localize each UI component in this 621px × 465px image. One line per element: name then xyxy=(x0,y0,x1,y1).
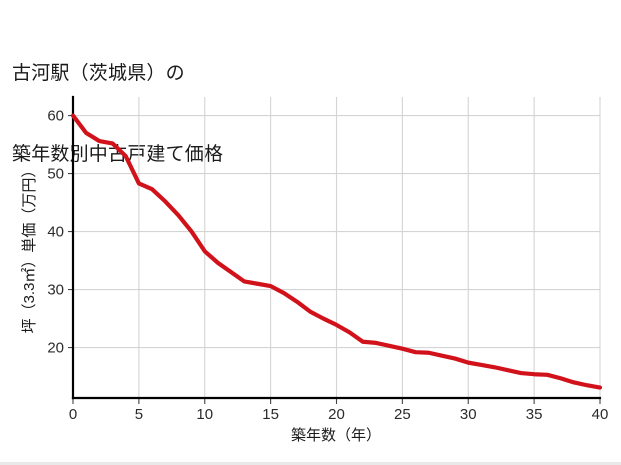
bottom-divider xyxy=(0,462,621,465)
x-tick-label: 0 xyxy=(69,406,77,423)
price-series-line xyxy=(70,113,603,390)
x-axis-title: 築年数（年） xyxy=(291,426,381,444)
y-tick-label: 60 xyxy=(47,108,64,125)
gridlines-group xyxy=(73,97,601,398)
chart-title-line-2: 築年数別中古戸建て価格 xyxy=(12,144,224,165)
y-tick-label: 20 xyxy=(47,340,64,357)
x-tick-label: 10 xyxy=(196,406,213,423)
x-tick-label: 30 xyxy=(460,406,477,423)
x-tick-label: 35 xyxy=(526,406,543,423)
y-axis-title: 坪（3.3㎡）単価（万円） xyxy=(21,163,38,334)
x-tick-label: 25 xyxy=(394,406,411,423)
x-tick-labels-group: 0 5 10 15 20 25 30 35 40 xyxy=(69,406,609,423)
chart-title: 古河駅（茨城県）の 築年数別中古戸建て価格 xyxy=(12,6,612,222)
y-tick-labels-group: 20 30 40 50 60 xyxy=(47,108,64,357)
x-tick-label: 15 xyxy=(262,406,279,423)
x-tick-label: 40 xyxy=(592,406,609,423)
x-tick-label: 20 xyxy=(328,406,345,423)
y-tick-label: 50 xyxy=(47,166,64,183)
x-tick-label: 5 xyxy=(135,406,143,423)
y-tick-label: 30 xyxy=(47,282,64,299)
y-tick-label: 40 xyxy=(47,224,64,241)
chart-title-line-1: 古河駅（茨城県）の xyxy=(12,63,185,84)
